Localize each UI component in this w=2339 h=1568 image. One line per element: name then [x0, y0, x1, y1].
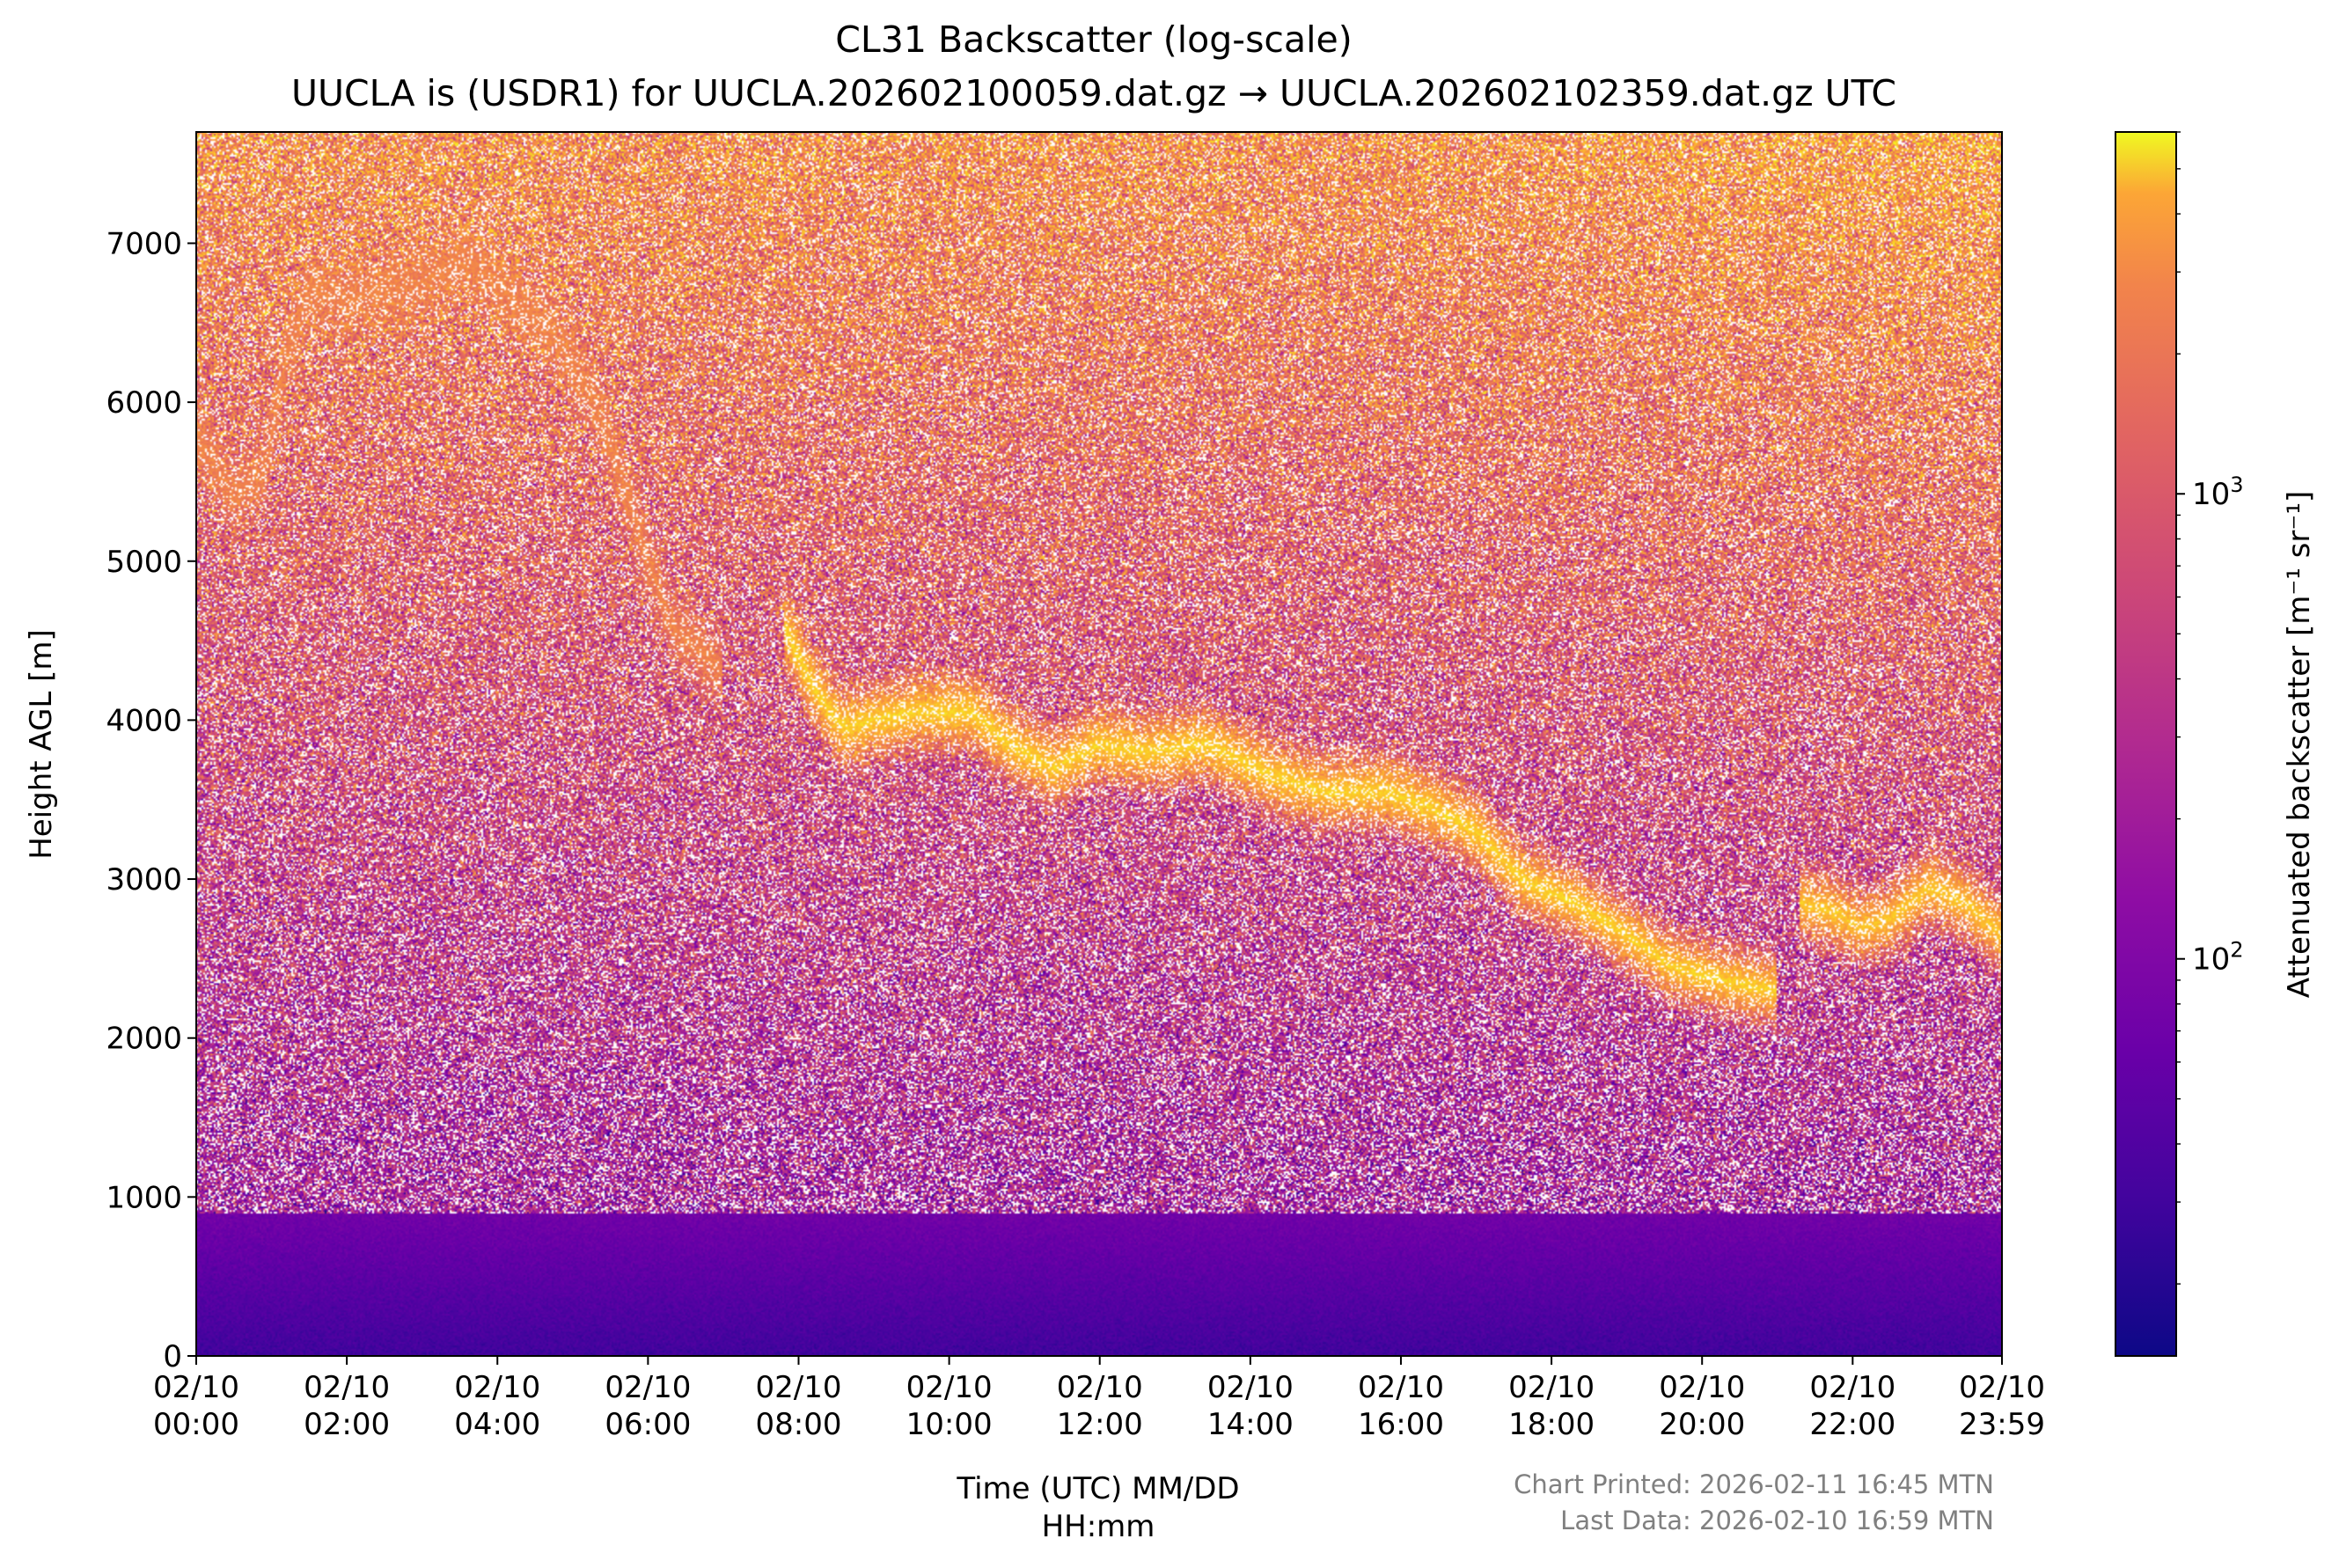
y-tick-label: 3000	[106, 862, 182, 898]
x-tick-label: 02/10	[755, 1370, 841, 1405]
colorbar-tick-exponent: 2	[2230, 938, 2243, 963]
colorbar-frame	[2115, 131, 2177, 1357]
x-tick-label: 23:59	[1959, 1407, 2045, 1442]
y-tick-label: 6000	[106, 385, 182, 421]
x-tick-label: 02/10	[1207, 1370, 1294, 1405]
chart-subtitle: UUCLA is (USDR1) for UUCLA.202602100059.…	[291, 72, 1896, 114]
y-tick-label: 7000	[106, 226, 182, 261]
x-tick-label: 02/10	[1057, 1370, 1143, 1405]
y-tick-label: 0	[163, 1339, 182, 1374]
x-tick-label: 02/10	[1659, 1370, 1745, 1405]
chart-printed-note: Chart Printed: 2026-02-11 16:45 MTN	[1514, 1469, 1994, 1499]
x-tick-label: 10:00	[906, 1407, 993, 1442]
x-tick-label: 02/10	[1508, 1370, 1595, 1405]
x-axis: 02/1000:0002/1002:0002/1004:0002/1006:00…	[153, 1356, 2045, 1442]
plot-area	[196, 132, 2002, 1356]
colorbar-tick-label: 102	[2192, 938, 2244, 978]
y-axis: 0 1000 2000 3000 4000 5000 6000 7000	[106, 226, 196, 1374]
x-tick-label: 02/10	[304, 1370, 390, 1405]
y-tick-label: 2000	[106, 1022, 182, 1057]
x-tick-label: 18:00	[1508, 1407, 1595, 1442]
x-tick-label: 04:00	[454, 1407, 540, 1442]
x-tick-label: 14:00	[1207, 1407, 1294, 1442]
colorbar-label: Attenuated backscatter [m⁻¹ sr⁻¹]	[2282, 491, 2317, 999]
x-tick-label: 02/10	[605, 1370, 691, 1405]
x-tick-label: 02/10	[153, 1370, 239, 1405]
x-tick-label: 06:00	[605, 1407, 691, 1442]
x-axis-label-line2: HH:mm	[1042, 1509, 1155, 1544]
colorbar-tick-base: 10	[2192, 477, 2230, 512]
colorbar-tick-exponent: 3	[2230, 473, 2243, 497]
x-tick-label: 16:00	[1358, 1407, 1444, 1442]
x-tick-label: 02/10	[1959, 1370, 2045, 1405]
colorbar	[2115, 132, 2176, 1356]
colorbar-tick-label: 103	[2192, 473, 2244, 512]
y-tick-label: 5000	[106, 545, 182, 580]
y-tick-label: 4000	[106, 703, 182, 738]
x-tick-label: 02/10	[1358, 1370, 1444, 1405]
colorbar-tick-base: 10	[2192, 942, 2230, 978]
y-axis-label: Height AGL [m]	[24, 629, 59, 860]
x-tick-label: 02/10	[906, 1370, 993, 1405]
x-tick-label: 12:00	[1057, 1407, 1143, 1442]
x-tick-label: 02:00	[304, 1407, 390, 1442]
x-tick-label: 02/10	[454, 1370, 540, 1405]
backscatter-heatmap	[196, 132, 2002, 1356]
x-tick-label: 00:00	[153, 1407, 239, 1442]
x-tick-label: 20:00	[1659, 1407, 1745, 1442]
x-tick-label: 22:00	[1809, 1407, 1895, 1442]
x-tick-label: 08:00	[755, 1407, 841, 1442]
last-data-note: Last Data: 2026-02-10 16:59 MTN	[1560, 1506, 1994, 1535]
y-tick-label: 1000	[106, 1180, 182, 1215]
chart-title: CL31 Backscatter (log-scale)	[835, 18, 1352, 61]
x-axis-label: Time (UTC) MM/DD	[956, 1471, 1239, 1506]
x-tick-label: 02/10	[1809, 1370, 1895, 1405]
